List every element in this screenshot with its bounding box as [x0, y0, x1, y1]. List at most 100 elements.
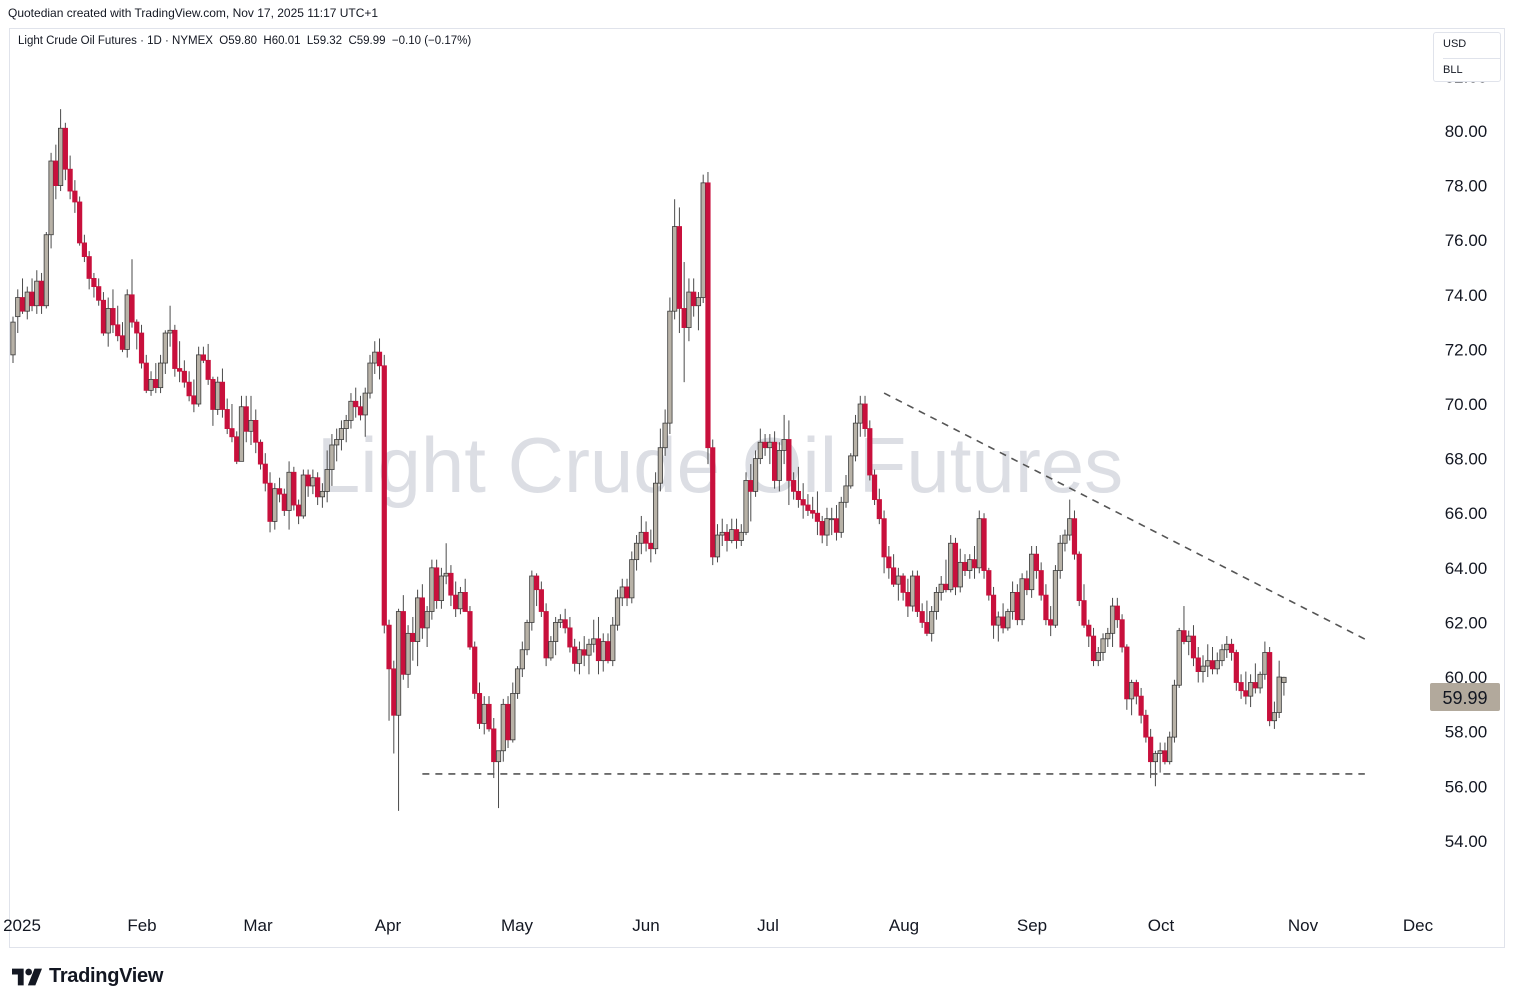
candle-body-up — [1005, 611, 1011, 629]
candle-body-up — [15, 297, 21, 318]
candle-body-down — [1119, 619, 1125, 648]
candle — [629, 551, 635, 604]
candle-body-up — [524, 622, 530, 651]
candle-body-down — [1024, 578, 1030, 591]
candle-body-up — [1019, 578, 1025, 621]
candle-body-down — [1038, 570, 1044, 596]
candle-body-down — [905, 592, 911, 607]
candle — [215, 376, 221, 415]
candle — [653, 472, 659, 555]
candle-body-up — [1157, 750, 1163, 754]
candle — [224, 398, 230, 435]
tradingview-logo[interactable]: TradingView — [11, 965, 163, 988]
candle-body-up — [1095, 652, 1101, 662]
candle-body-up — [553, 622, 559, 642]
candle-body-down — [943, 583, 949, 591]
x-tick-label: May — [501, 916, 534, 935]
candle — [176, 341, 183, 383]
candle — [414, 589, 421, 667]
candle — [819, 515, 825, 544]
candle-body-down — [172, 329, 178, 369]
candle — [852, 414, 859, 462]
candle — [562, 608, 568, 634]
candle — [1233, 649, 1239, 691]
candle — [553, 616, 559, 656]
candle — [886, 545, 892, 579]
candle — [24, 286, 30, 320]
candle — [619, 578, 625, 607]
candle-body-down — [891, 567, 897, 585]
candle — [672, 199, 678, 320]
candle — [210, 376, 216, 426]
candle-body-down — [643, 531, 649, 544]
candle — [267, 472, 273, 533]
candle-body-down — [448, 572, 454, 596]
candle — [667, 297, 673, 435]
candle-body-up — [1219, 649, 1225, 662]
candle — [1257, 671, 1263, 694]
candle-body-down — [295, 504, 302, 517]
candle-body-up — [695, 297, 702, 307]
candle-body-up — [852, 422, 859, 457]
candle-body-up — [319, 490, 326, 498]
candle-body-up — [1186, 635, 1192, 642]
candle-body-down — [1190, 635, 1197, 659]
candle — [805, 494, 811, 516]
candle-body-up — [1214, 660, 1220, 670]
candle — [400, 595, 406, 680]
candle — [986, 567, 992, 601]
unit-label[interactable]: BLL — [1443, 64, 1463, 76]
candle-body-up — [429, 567, 435, 612]
candle — [624, 578, 630, 607]
candle-body-down — [453, 594, 459, 610]
symbol-legend[interactable]: Light Crude Oil Futures · 1D · NYMEX O59… — [18, 35, 472, 47]
candle-body-up — [248, 419, 254, 432]
candle — [534, 573, 540, 607]
candle-body-down — [224, 409, 230, 429]
candle — [905, 578, 911, 617]
candle-body-up — [910, 575, 916, 607]
candle-body-down — [1033, 553, 1039, 571]
currency-label[interactable]: USD — [1443, 38, 1467, 50]
candle-body-up — [576, 649, 583, 664]
candle — [1119, 614, 1125, 653]
candle-body-down — [276, 488, 283, 495]
candle-body-up — [310, 477, 316, 487]
candle-body-down — [819, 521, 825, 536]
candle — [1005, 608, 1011, 631]
candle — [1162, 742, 1168, 765]
candle-body-down — [1143, 714, 1149, 738]
candle-body-down — [110, 308, 116, 326]
candle-body-down — [962, 561, 968, 571]
candle — [329, 434, 335, 486]
resistance-trendline[interactable] — [883, 392, 1370, 643]
candle — [876, 488, 882, 525]
candle-body-down — [1162, 750, 1168, 763]
candle — [1090, 627, 1097, 667]
candle-body-down — [229, 428, 235, 438]
x-tick-label: Nov — [1288, 916, 1319, 935]
candle — [776, 442, 782, 492]
candle-body-up — [1067, 518, 1073, 536]
candle — [286, 461, 292, 530]
candle-body-down — [986, 570, 992, 596]
candle-body-down — [505, 703, 511, 741]
candle — [1133, 679, 1139, 705]
candle — [681, 262, 687, 383]
candle — [1095, 647, 1101, 667]
candle — [34, 270, 40, 314]
candle-body-down — [567, 627, 573, 648]
candle-body-down — [762, 441, 768, 449]
candle-body-up — [1100, 638, 1106, 653]
currency-unit-selector[interactable]: USD BLL — [1433, 32, 1501, 82]
candle — [410, 616, 416, 661]
candle — [786, 420, 792, 506]
candle — [100, 292, 107, 336]
x-tick-label: Mar — [243, 916, 273, 935]
candle-body-up — [591, 638, 597, 645]
candle — [929, 606, 935, 642]
candle-body-down — [257, 441, 264, 465]
candle — [1195, 647, 1201, 683]
candle — [1152, 750, 1158, 787]
